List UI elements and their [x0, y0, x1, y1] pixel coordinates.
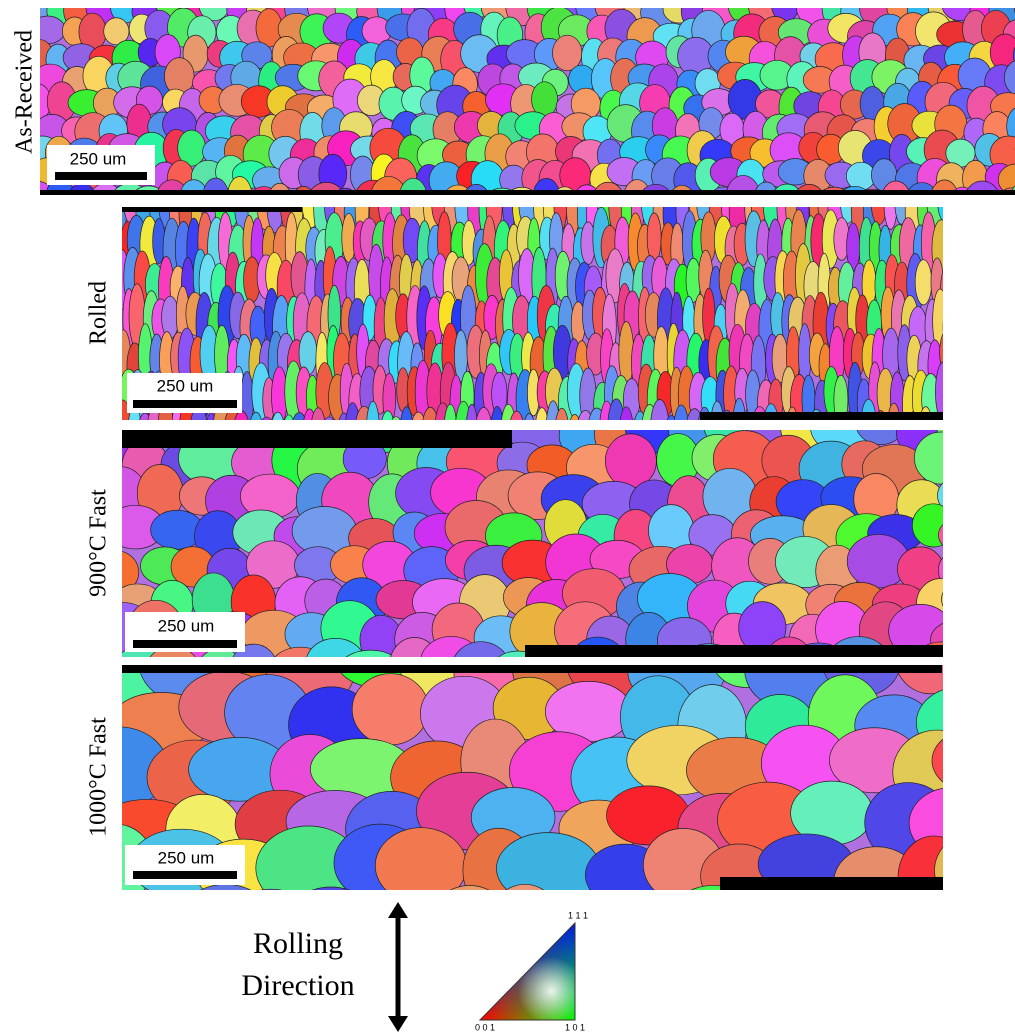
map-edge [700, 412, 943, 420]
grain [932, 726, 1015, 795]
figure: As-Received Rolled 900°C Fast 1000°C Fas… [0, 0, 1015, 1034]
grain [964, 181, 1000, 221]
grain [605, 434, 656, 488]
scale-bar-label: 250 um [158, 848, 215, 867]
direction-arrow [388, 902, 408, 1032]
grain [429, 885, 510, 962]
grain [835, 893, 938, 971]
grain [157, 180, 187, 211]
grain [123, 893, 196, 956]
grain [945, 364, 960, 425]
map-edge [525, 645, 943, 657]
map-edge [122, 207, 302, 212]
grain [496, 833, 599, 904]
grain [937, 407, 992, 448]
panel-label: 900°C Fast [86, 489, 112, 597]
ebsd-map [113, 168, 960, 473]
grain [960, 651, 1008, 692]
panel-label: As-Received [12, 30, 38, 154]
grain [956, 641, 1015, 701]
grain [647, 213, 661, 263]
map-edge [720, 877, 943, 890]
ipf-label: 0 0 1 [475, 1022, 495, 1032]
grain [607, 900, 692, 966]
legend-text: Direction [241, 969, 354, 1002]
grain [912, 504, 954, 547]
grain [665, 885, 761, 968]
scale-bar: 250 um [125, 845, 245, 885]
map-edge [122, 430, 512, 448]
panel-label: 1000°C Fast [86, 717, 112, 837]
grain [241, 372, 254, 430]
grain [938, 515, 1002, 555]
grain [776, 896, 874, 963]
grain [914, 432, 967, 484]
grain [937, 475, 987, 516]
scale-bar: 250 um [125, 612, 245, 652]
grain [915, 260, 932, 305]
grain [942, 578, 1001, 620]
scale-bar: 250 um [47, 145, 155, 185]
scale-bar: 250 um [127, 373, 242, 413]
grain [943, 302, 960, 353]
grain [978, 787, 1015, 871]
grain [907, 183, 936, 210]
map-edge [40, 190, 1015, 195]
grain [352, 674, 428, 745]
panel-label: Rolled [86, 281, 112, 345]
map-edge [122, 665, 942, 673]
grain [935, 831, 1015, 910]
legend-text: Rolling [253, 927, 343, 960]
scale-bar-label: 250 um [157, 376, 214, 395]
scale-bar-label: 250 um [70, 149, 127, 168]
grain [913, 885, 1011, 965]
grain [66, 183, 97, 223]
grain [956, 444, 1000, 493]
grain [938, 548, 989, 592]
grain [969, 896, 1015, 967]
ipf-label: 1 1 1 [568, 910, 588, 920]
ipf-label: 1 0 1 [565, 1022, 585, 1032]
grain [945, 221, 957, 273]
grain [375, 828, 466, 904]
grain [965, 676, 1015, 757]
grain [718, 886, 823, 948]
scale-bar-label: 250 um [158, 616, 215, 635]
grain [368, 899, 449, 966]
